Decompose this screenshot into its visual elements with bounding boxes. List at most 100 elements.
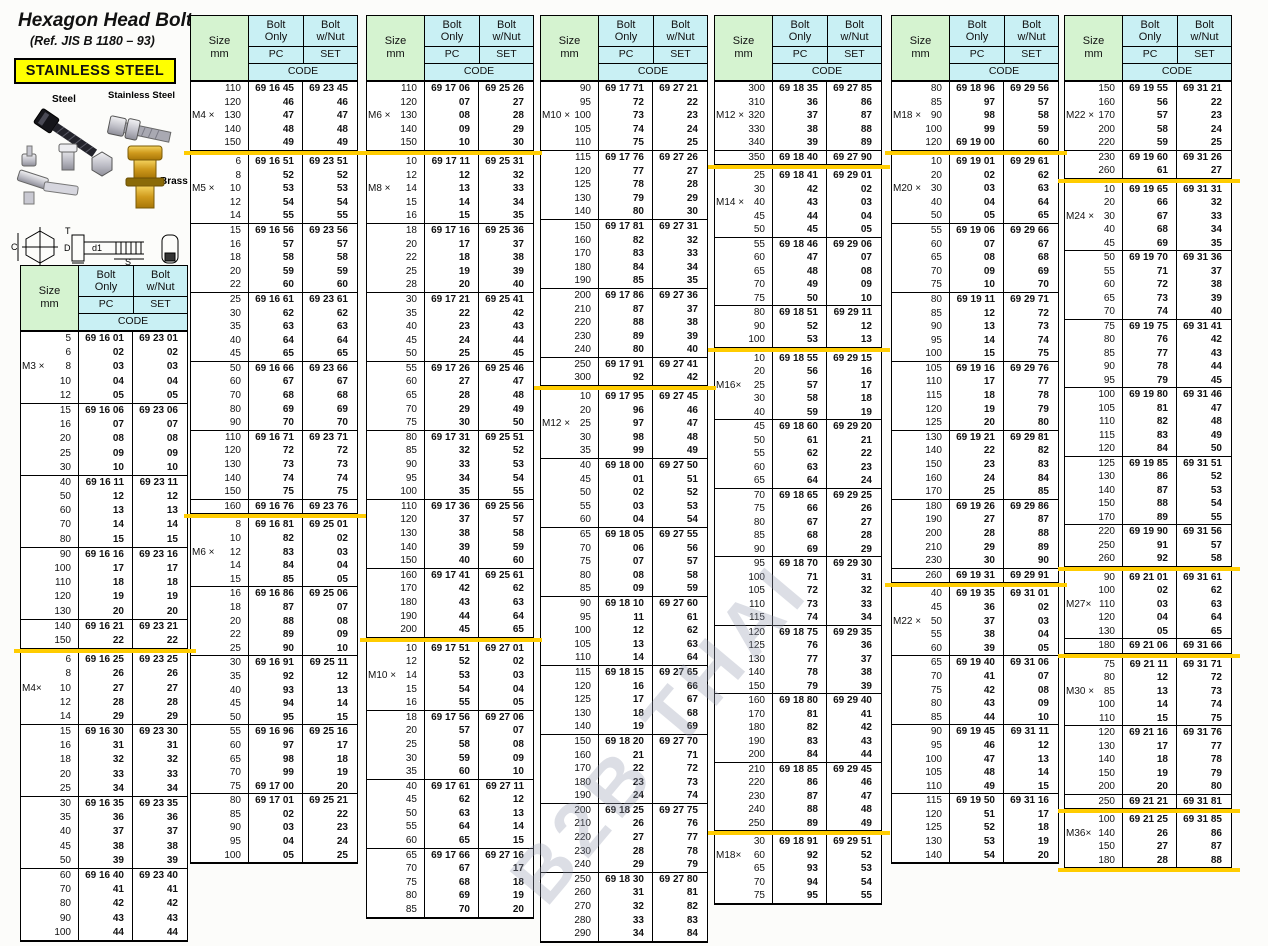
size-cell: 140	[191, 123, 248, 137]
size-cell: 220	[1065, 136, 1122, 150]
set-code-cell: 88	[826, 122, 880, 136]
table-row: 140 39 59	[367, 540, 533, 555]
thread-size-label: M16×	[716, 379, 742, 391]
size-value: 50	[405, 807, 417, 819]
set-code-cell: 69 31 21	[1176, 82, 1230, 96]
table-row: 85 97 57	[892, 95, 1058, 110]
size-value: 60	[753, 252, 765, 263]
size-value: 10	[59, 375, 71, 387]
set-code-cell: 74	[302, 471, 356, 486]
set-code-cell: 60	[1003, 136, 1057, 150]
table-row: 160 69 18 80 69 29 40	[715, 694, 881, 708]
table-row: 28 20 40	[367, 278, 533, 292]
size-cell: 240	[541, 858, 598, 872]
pc-code-cell: 16	[598, 679, 652, 694]
set-code-cell: 60	[302, 278, 356, 292]
table-row: 30 59 09	[367, 751, 533, 766]
pc-code-cell: 69 19 21	[949, 430, 1003, 445]
bolt-wnut-header: Bolt w/Nut	[653, 16, 707, 46]
table-row: 45 62 12	[367, 793, 533, 807]
size-cell: M27× 110	[1065, 598, 1122, 612]
set-code-cell: 67	[1003, 237, 1057, 252]
table-row: 18 69 17 56 69 27 06	[367, 710, 533, 725]
size-value: 45	[930, 601, 942, 613]
table-row: M16× 25 57 17	[715, 378, 881, 392]
row-group: 150 69 17 81 69 27 31 160 82 32 170 83 33 180 84 34…	[541, 219, 707, 289]
row-group: 110 69 16 71 69 23 71 120 72 72 130 73 73 140 74 74…	[191, 430, 357, 500]
size-value: 170	[925, 486, 942, 498]
set-code-cell: 32	[1176, 196, 1230, 210]
size-cell: 70	[191, 389, 248, 403]
size-cell: 200	[715, 748, 772, 762]
table-row: 22 60 60	[191, 278, 357, 292]
table-row: 150 40 60	[367, 554, 533, 568]
size-value: 12	[405, 169, 417, 181]
size-cell: 25	[367, 265, 424, 279]
size-cell: 20	[1065, 196, 1122, 210]
size-value: 180	[400, 596, 417, 608]
pc-code-cell: 68	[424, 875, 478, 890]
size-cell: M30 × 85	[1065, 685, 1122, 699]
pc-code-cell: 59	[772, 405, 826, 419]
pc-code-cell: 97	[598, 417, 652, 431]
table-row: 300 69 18 35 69 27 85	[715, 82, 881, 96]
size-cell: 10	[367, 155, 424, 169]
table-row: 70 41 07	[892, 669, 1058, 684]
set-header: SET	[1177, 46, 1231, 63]
size-cell: 140	[1065, 753, 1122, 767]
table-row: 25 58 08	[367, 737, 533, 752]
size-cell: 80	[191, 794, 248, 808]
table-row: 70 49 09	[715, 278, 881, 292]
table-row: 80 76 42	[1065, 333, 1231, 347]
set-code-cell: 03	[302, 545, 356, 560]
table-row: 40 68 34	[1065, 223, 1231, 237]
table-row: 210 87 37	[541, 302, 707, 317]
size-value: 25	[405, 738, 417, 750]
table-row: 40 59 19	[715, 405, 881, 419]
set-code-cell: 69 25 51	[478, 430, 532, 445]
table-row: 100 15 75	[892, 347, 1058, 361]
size-cell: 65	[1065, 292, 1122, 306]
set-code-cell: 14	[1003, 766, 1057, 780]
size-value: 28	[405, 279, 417, 291]
pc-code-cell: 83	[598, 247, 652, 261]
size-header: Size mm	[367, 16, 425, 80]
table-row: 90 69 16 16 69 23 16	[21, 547, 187, 563]
set-code-cell: 47	[652, 417, 706, 431]
set-code-cell: 80	[1176, 780, 1230, 794]
catalog-header: Hexagon Head Bolts (Ref. JIS B 1180 – 93…	[8, 6, 203, 282]
size-value: 45	[579, 473, 591, 485]
size-value: 140	[54, 620, 71, 632]
size-value: 110	[401, 83, 417, 94]
table-row: 170 83 33	[541, 247, 707, 261]
pc-code-cell: 87	[1122, 483, 1176, 497]
thread-size-label: M3 ×	[22, 361, 45, 373]
set-code-cell: 81	[652, 886, 706, 901]
size-value: 115	[926, 390, 942, 402]
table-row: 180 69 19 26 69 29 86	[892, 499, 1058, 514]
size-cell: 310	[715, 96, 772, 110]
size-cell: 160	[715, 694, 772, 708]
size-value: 140	[224, 472, 241, 484]
size-cell: M22 × 170	[1065, 109, 1122, 123]
size-value: 80	[229, 403, 241, 415]
table-row: 105 81 47	[1065, 401, 1231, 415]
row-group: 140 69 16 21 69 23 21 150 22 22	[21, 619, 187, 650]
bolt-code-table: Size mm Bolt Only Bolt w/Nut PC SET CODE…	[360, 15, 542, 919]
size-value: 190	[925, 514, 942, 526]
size-value: 140	[574, 206, 591, 218]
size-value: 75	[229, 780, 241, 792]
pc-code-cell: 54	[248, 195, 302, 210]
size-cell: 70	[191, 766, 248, 780]
table-row: 270 32 82	[541, 900, 707, 914]
size-header: Size mm	[21, 266, 79, 330]
pc-code-cell: 69 19 31	[949, 568, 1003, 583]
set-code-cell: 12	[302, 669, 356, 684]
pc-code-cell: 69 19 45	[949, 725, 1003, 739]
set-code-cell: 43	[826, 734, 880, 748]
set-code-cell: 33	[826, 597, 880, 611]
pc-code-cell: 09	[78, 446, 132, 461]
size-value: 85	[930, 307, 942, 319]
size-cell: 60	[367, 834, 424, 848]
table-row: 100 53 13	[715, 333, 881, 347]
